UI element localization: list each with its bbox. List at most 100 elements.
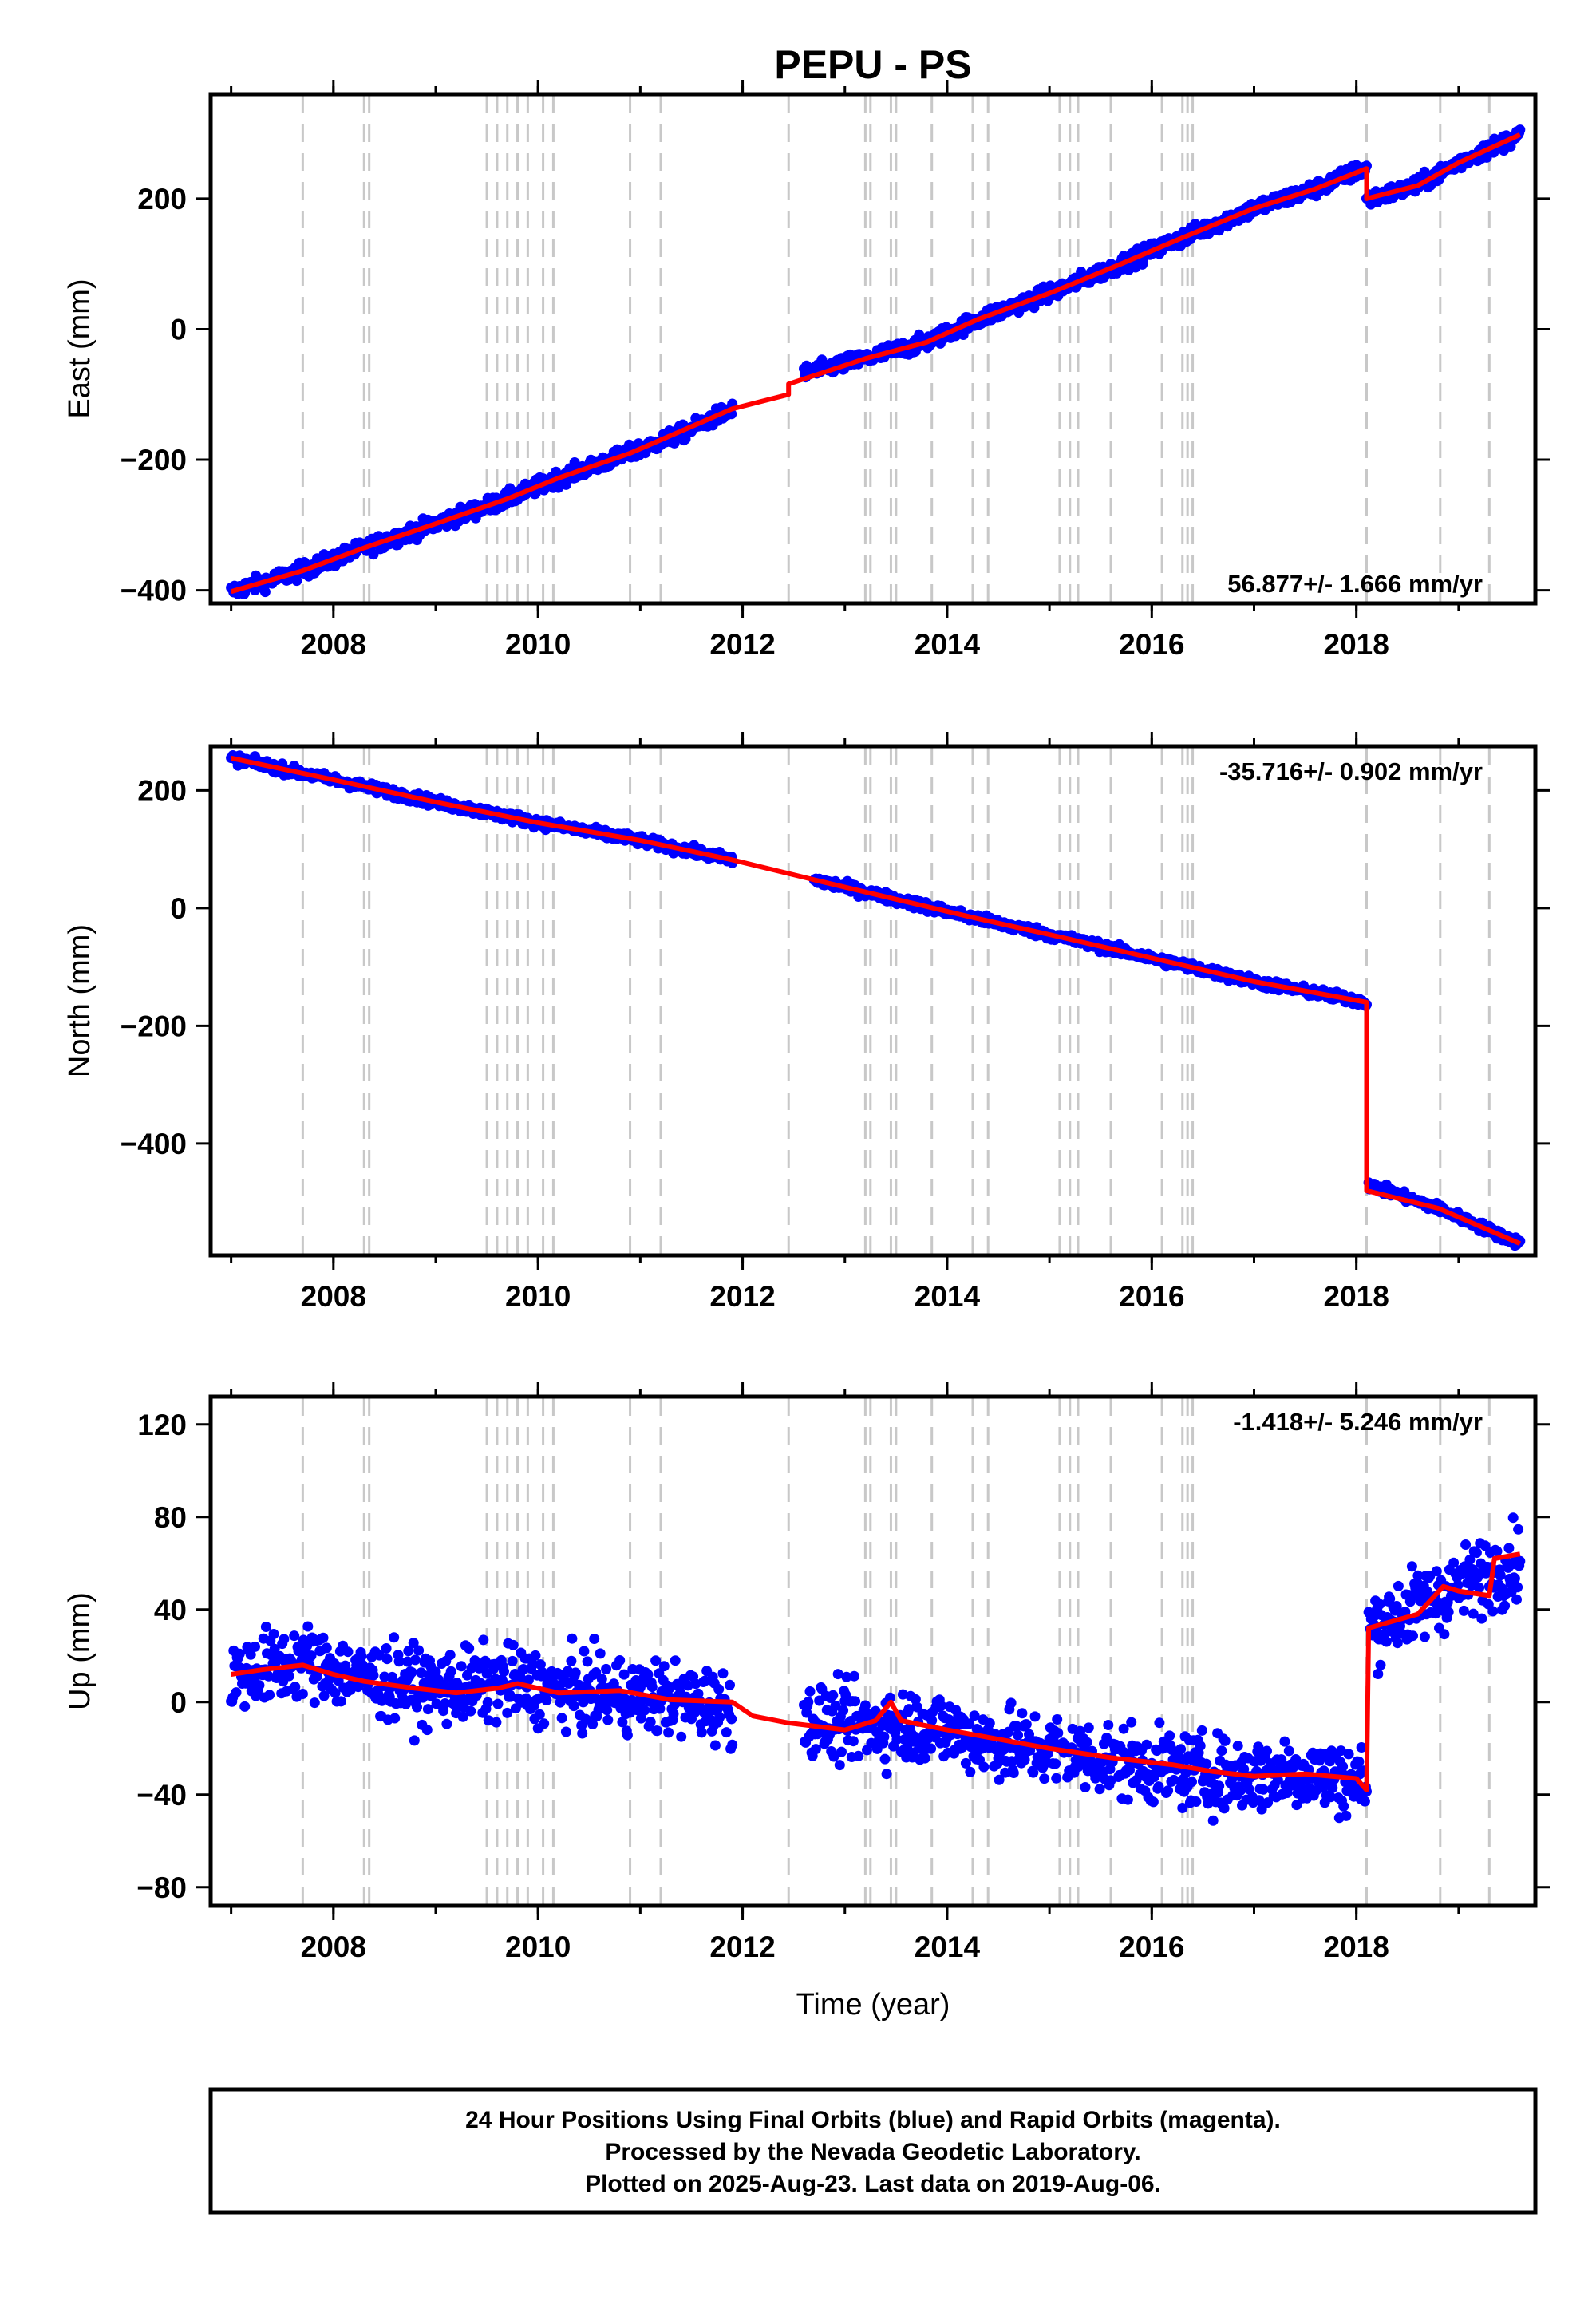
- up-frame: [208, 1394, 1538, 1908]
- data-point: [1258, 1784, 1269, 1795]
- data-point: [413, 1645, 425, 1656]
- data-point: [465, 1705, 476, 1717]
- data-point: [1168, 1774, 1179, 1785]
- data-point: [1094, 1784, 1105, 1795]
- data-point: [335, 1696, 346, 1707]
- x-tick-label: 2008: [301, 1280, 366, 1313]
- data-point: [1195, 1741, 1206, 1751]
- data-point: [1216, 1745, 1227, 1757]
- data-point: [984, 1717, 995, 1729]
- data-point: [1219, 1735, 1231, 1746]
- data-point: [668, 1709, 679, 1719]
- data-point: [595, 1648, 606, 1659]
- data-point: [1256, 1804, 1267, 1815]
- data-point: [567, 1633, 578, 1644]
- data-point: [379, 1671, 390, 1682]
- x-tick-label: 2016: [1119, 1931, 1184, 1963]
- data-point: [556, 1713, 567, 1724]
- data-point: [560, 1726, 571, 1737]
- data-point: [849, 1670, 859, 1682]
- data-point: [994, 1774, 1005, 1785]
- data-point: [721, 1727, 732, 1738]
- footer-line-3: Plotted on 2025-Aug-23. Last data on 201…: [585, 2171, 1161, 2197]
- data-point: [859, 1700, 871, 1711]
- up-data-points: [226, 1512, 1526, 1826]
- y-tick-label: 80: [154, 1501, 187, 1534]
- data-point: [828, 1751, 839, 1762]
- x-tick-label: 2018: [1324, 1931, 1389, 1963]
- data-point: [403, 1646, 414, 1657]
- data-point: [1177, 1803, 1188, 1813]
- data-point: [834, 1760, 845, 1771]
- data-point: [969, 1710, 980, 1721]
- data-point: [1235, 1785, 1246, 1796]
- data-point: [534, 1709, 545, 1720]
- data-point: [1412, 1570, 1424, 1581]
- data-point: [530, 1650, 541, 1661]
- data-point: [389, 1713, 401, 1724]
- y-tick-label: 0: [170, 313, 187, 346]
- east-y-axis-label: East (mm): [63, 279, 97, 418]
- data-point: [670, 1655, 681, 1666]
- data-point: [1443, 1607, 1454, 1618]
- data-point: [502, 1707, 513, 1718]
- data-point: [591, 1667, 602, 1678]
- data-point: [1050, 1758, 1061, 1769]
- y-tick-label: 120: [137, 1409, 187, 1441]
- data-point: [602, 1714, 614, 1725]
- data-point: [1005, 1697, 1017, 1709]
- data-point: [1164, 1730, 1175, 1741]
- data-point: [1406, 1561, 1417, 1572]
- data-point: [279, 1634, 290, 1645]
- y-tick-label: 0: [170, 1686, 187, 1719]
- data-point: [318, 1632, 329, 1643]
- data-point: [321, 1642, 332, 1654]
- data-point: [884, 1692, 895, 1703]
- data-point: [1080, 1782, 1091, 1792]
- data-point: [1509, 1573, 1520, 1584]
- x-tick-label: 2014: [915, 1280, 981, 1313]
- data-point: [696, 1727, 707, 1738]
- data-point: [713, 1684, 725, 1694]
- data-point: [637, 1695, 647, 1706]
- data-point: [492, 1698, 504, 1709]
- data-point: [259, 587, 271, 598]
- data-point: [353, 1682, 364, 1693]
- data-point: [1393, 1580, 1404, 1591]
- data-point: [1499, 1600, 1511, 1611]
- data-point: [283, 1670, 294, 1682]
- data-point: [853, 1750, 864, 1761]
- y-tick-label: 0: [170, 892, 187, 925]
- data-point: [1191, 1796, 1202, 1807]
- x-tick-label: 2014: [915, 1931, 981, 1963]
- data-point: [1051, 1773, 1062, 1784]
- data-point: [1017, 1708, 1028, 1719]
- data-point: [926, 1743, 937, 1754]
- x-tick-label: 2012: [709, 628, 775, 661]
- panel-east: 2008 2010 2012 2014 2016 2018 −400 −200 0 200 East…: [63, 80, 1550, 661]
- data-point: [1381, 1636, 1392, 1647]
- data-point: [617, 1717, 628, 1728]
- data-point: [1052, 1714, 1063, 1725]
- data-point: [445, 1666, 456, 1677]
- data-point: [810, 1744, 821, 1755]
- data-point: [457, 1711, 468, 1722]
- data-point: [250, 1641, 260, 1652]
- data-point: [850, 1696, 861, 1707]
- data-point: [587, 1719, 598, 1729]
- data-point: [482, 1697, 493, 1708]
- data-point: [289, 1630, 300, 1642]
- data-point: [393, 1656, 405, 1667]
- data-point: [1400, 1607, 1411, 1617]
- data-point: [978, 1761, 990, 1773]
- y-tick-label: −80: [136, 1871, 187, 1904]
- data-point: [1460, 1539, 1472, 1550]
- data-point: [830, 1700, 841, 1711]
- data-point: [879, 1731, 890, 1742]
- x-tick-label: 2016: [1119, 628, 1184, 661]
- x-tick-label: 2008: [301, 628, 366, 661]
- data-point: [1238, 1764, 1250, 1775]
- data-point: [1487, 1606, 1499, 1617]
- data-point: [658, 1661, 670, 1672]
- data-point: [408, 1638, 419, 1649]
